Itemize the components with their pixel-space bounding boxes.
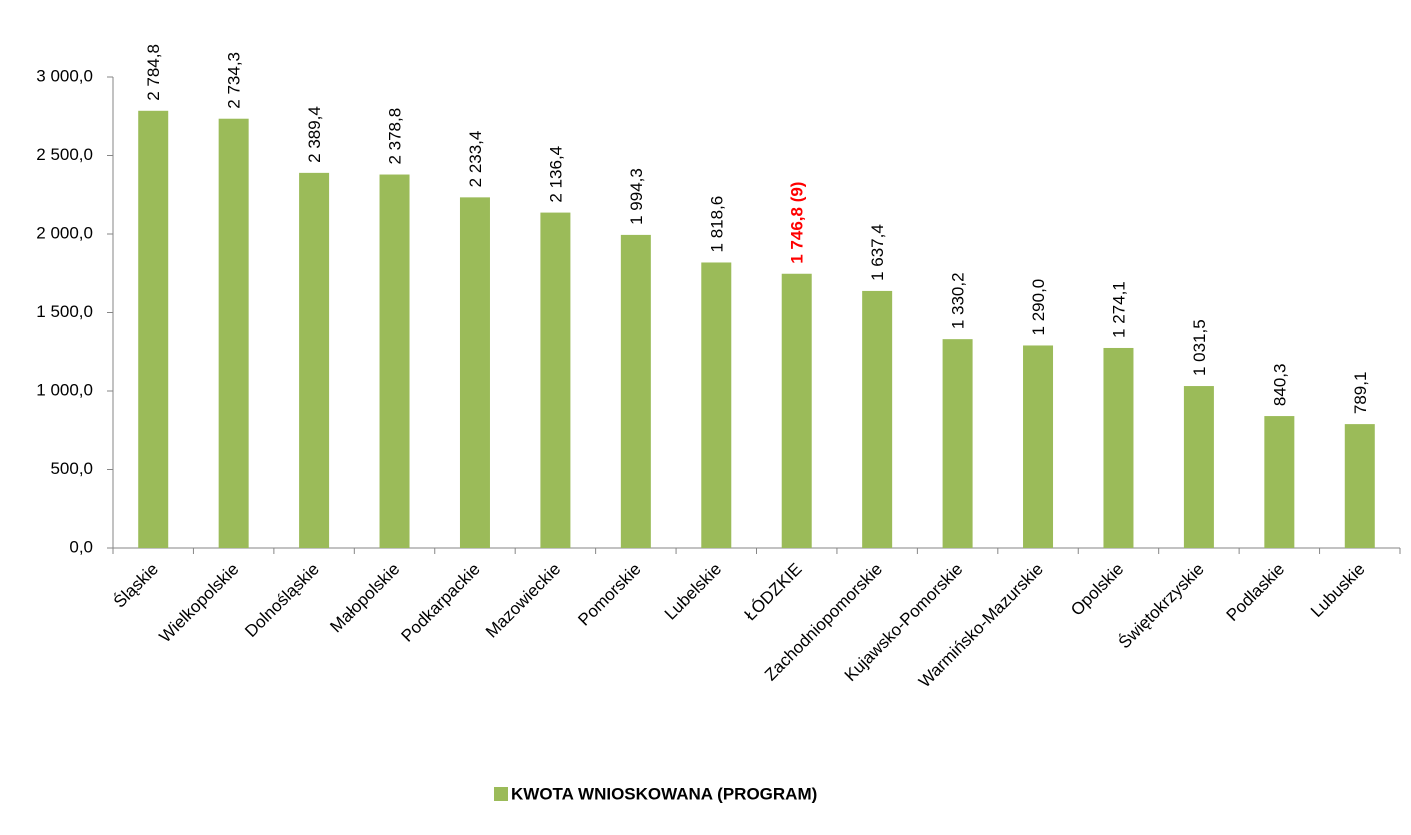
value-label: 2 734,3 [225,52,244,109]
value-label: 1 031,5 [1190,319,1209,376]
x-tick-label: Świętokrzyskie [1115,559,1208,652]
y-tick-label: 1 000,0 [36,380,93,399]
x-tick-label: Wielkopolskie [156,559,243,646]
bar [218,118,249,548]
value-label: 1 746,8 (9) [788,182,807,264]
value-label: 1 994,3 [627,168,646,225]
x-tick-label: Lubuskie [1307,559,1369,621]
value-label: 789,1 [1351,372,1370,415]
value-label: 1 818,6 [707,196,726,253]
bar [781,273,812,548]
x-tick-label: Śląskie [110,559,162,611]
y-tick-label: 1 500,0 [36,302,93,321]
value-label: 2 784,8 [144,44,163,101]
value-label: 2 389,4 [305,106,324,163]
bar [138,110,169,548]
bar [1023,345,1054,548]
bar [1264,416,1295,548]
bar [1183,386,1214,548]
bar [379,174,410,549]
x-tick-label: Podkarpackie [398,559,484,645]
value-label: 1 637,4 [868,224,887,281]
x-tick-label: Mazowieckie [482,559,564,641]
x-tick-label: Małopolskie [326,559,403,636]
bar [540,212,571,548]
value-label: 2 136,4 [546,146,565,203]
value-label: 2 233,4 [466,131,485,188]
x-tick-label: ŁÓDZKIE [741,559,806,624]
y-tick-label: 0,0 [69,537,93,556]
bar [1103,347,1134,548]
value-label: 840,3 [1270,364,1289,407]
legend-label: KWOTA WNIOSKOWANA (PROGRAM) [511,784,817,803]
x-tick-label: Pomorskie [574,559,644,629]
bar [299,172,330,548]
legend-swatch [494,787,508,801]
bar [1344,424,1375,548]
value-label: 2 378,8 [386,108,405,165]
value-label: 1 274,1 [1109,281,1128,338]
x-tick-label: Podlaskie [1223,559,1289,625]
y-tick-label: 500,0 [50,459,93,478]
x-tick-label: Lubelskie [661,559,725,623]
value-label: 1 330,2 [949,272,968,329]
bar [701,262,732,548]
bar [942,339,973,548]
x-tick-label: Opolskie [1067,559,1127,619]
bar [459,197,490,548]
y-tick-label: 2 500,0 [36,145,93,164]
x-tick-label: Dolnośląskie [241,559,323,641]
bar [620,234,651,548]
value-label: 1 290,0 [1029,279,1048,336]
bar [862,290,893,548]
y-tick-label: 3 000,0 [36,66,93,85]
y-tick-label: 2 000,0 [36,223,93,242]
